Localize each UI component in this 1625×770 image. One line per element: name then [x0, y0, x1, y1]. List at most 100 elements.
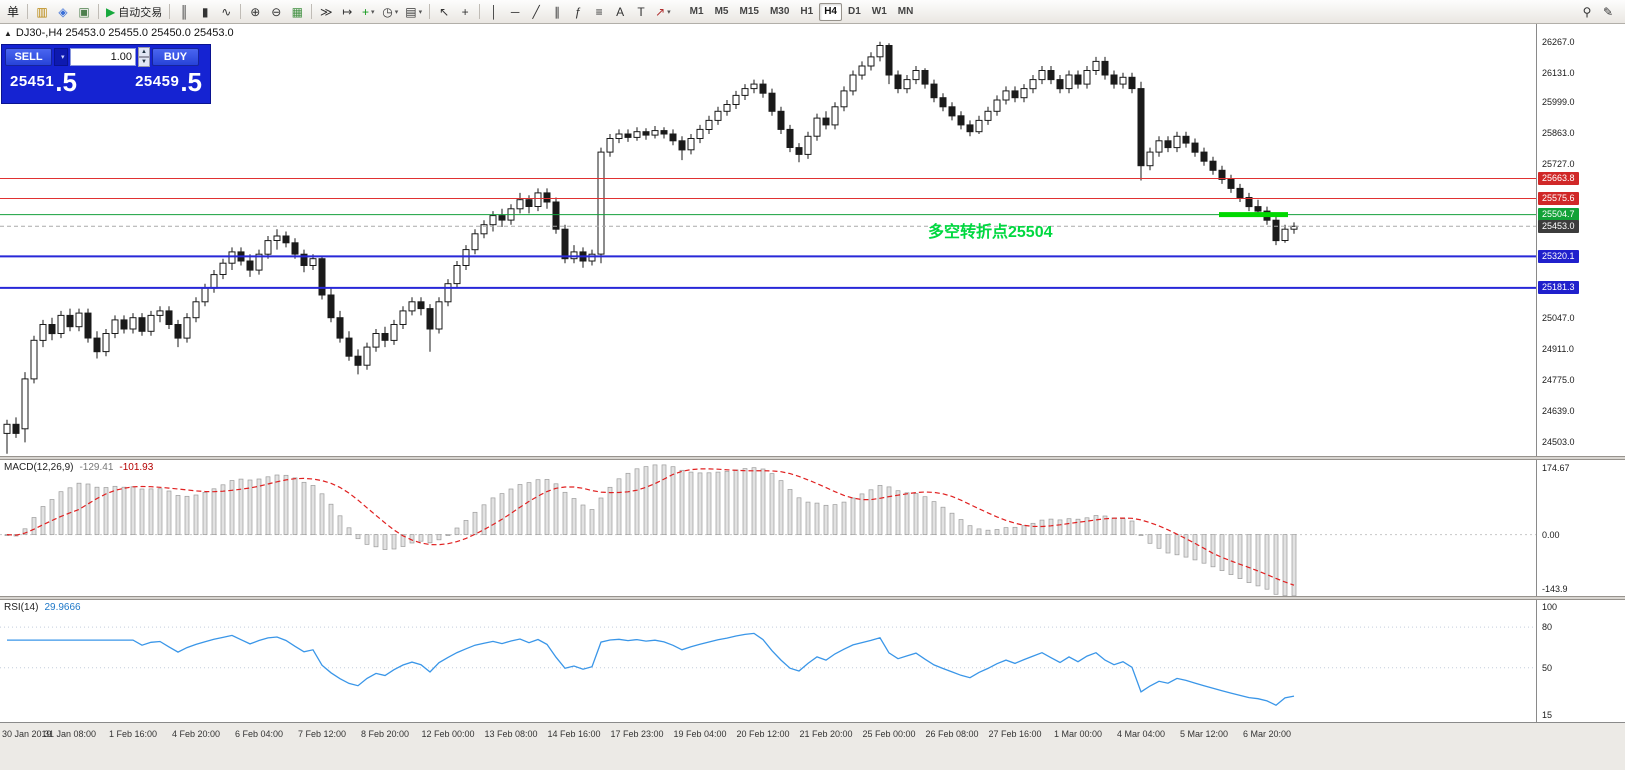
zoom-in-icon[interactable]: ⊕: [245, 2, 265, 22]
timeframe-h1-button[interactable]: H1: [795, 3, 818, 21]
line-chart-glyph: ∿: [221, 4, 232, 19]
auto-scroll-glyph: ≫: [319, 4, 333, 19]
new-order-button[interactable]: 单: [3, 2, 23, 22]
tile-windows-icon[interactable]: ▦: [287, 2, 307, 22]
crosshair-icon[interactable]: +: [455, 2, 475, 22]
edit-icon: ✎: [1602, 4, 1614, 19]
chevron-down-icon: ▾: [418, 8, 423, 16]
text-icon[interactable]: A: [610, 2, 630, 22]
auto-scroll-icon[interactable]: ≫: [316, 2, 336, 22]
macd-main-value: -129.41: [79, 462, 114, 473]
buy-price-main: 25459: [135, 73, 180, 90]
time-tick-label: 7 Feb 12:00: [297, 729, 347, 739]
rsi-chart[interactable]: [0, 600, 1537, 722]
timeframe-w1-button[interactable]: W1: [867, 3, 892, 21]
vertical-line-icon[interactable]: │: [484, 2, 504, 22]
chevron-down-icon: ▾: [667, 8, 671, 16]
autotrading-glyph: ▶: [106, 4, 116, 19]
periods-button[interactable]: ◷ ▾: [379, 2, 401, 22]
time-axis[interactable]: 30 Jan 2019 31 Jan 08:00 1 Feb 16:00 4 Feb …: [0, 722, 1625, 770]
sell-button[interactable]: SELL: [5, 48, 52, 66]
volume-up-icon[interactable]: ▲: [138, 47, 150, 57]
timeframe-m5-button[interactable]: M5: [710, 3, 734, 21]
indicators-button[interactable]: + ▾: [358, 2, 378, 22]
toolbar-separator: [429, 4, 431, 19]
autotrading-button-label: 自动交易: [118, 6, 163, 19]
edit-icon[interactable]: ✎: [1598, 2, 1618, 22]
navigator-icon[interactable]: ◈: [53, 2, 73, 22]
rsi-label: RSI(14) 29.9666: [4, 602, 81, 613]
rsi-axis-label: 100: [1542, 602, 1558, 612]
arrows-button[interactable]: ↗ ▾: [652, 2, 674, 22]
navigator-glyph: ◈: [58, 4, 68, 19]
macd-chart[interactable]: [0, 460, 1537, 597]
volume-input[interactable]: [70, 48, 136, 66]
shapes-icon[interactable]: ≡: [589, 2, 609, 22]
rsi-indicator-pane[interactable]: RSI(14) 29.9666: [0, 600, 1537, 722]
price-tick-label: 24911.0: [1542, 344, 1574, 355]
rsi-value: 29.9666: [44, 602, 81, 613]
line-chart-icon[interactable]: ∿: [216, 2, 236, 22]
macd-indicator-pane[interactable]: MACD(12,26,9) -129.41 -101.93: [0, 460, 1537, 597]
price-line-tag: 25575.6: [1538, 191, 1579, 205]
candlestick-icon[interactable]: ▮: [195, 2, 215, 22]
terminal-icon[interactable]: ▣: [74, 2, 94, 22]
cursor-icon[interactable]: ↖: [434, 2, 454, 22]
sell-options-dropdown[interactable]: ▾: [54, 48, 68, 66]
timeframe-h4-button[interactable]: H4: [819, 2, 842, 21]
sell-price-fraction: .5: [55, 67, 77, 97]
zoom-out-glyph: ⊖: [271, 4, 282, 19]
main-toolbar: 单 ▥ ◈ ▣ ▶ 自动交易 ║ ▮ ∿ ⊕ ⊖ ▦ ≫ ↦ + ▾ ◷ ▾ ▤ ▾ ↖ + │ ─ ╱ ∥ ƒ ≡ A T ↗ ▾ M1 M5…: [0, 0, 1625, 24]
price-tick-label: 25999.0: [1542, 97, 1575, 108]
timeframe-m1-button[interactable]: M1: [685, 3, 709, 21]
timeframe-toolbar: M1 M5 M15 M30 H1 H4 D1 W1 MN: [685, 2, 919, 21]
templates-button[interactable]: ▤ ▾: [402, 2, 425, 22]
toolbar-separator: [479, 4, 481, 19]
pane-divider[interactable]: [0, 456, 1625, 460]
oneclick-collapse-icon[interactable]: ▲: [4, 29, 12, 38]
time-tick-label: 21 Feb 20:00: [799, 729, 853, 739]
timeframe-m15-button[interactable]: M15: [734, 3, 763, 21]
trendline-icon[interactable]: ╱: [526, 2, 546, 22]
label-icon[interactable]: T: [631, 2, 651, 22]
buy-button[interactable]: BUY: [152, 48, 199, 66]
pane-divider[interactable]: [0, 596, 1625, 600]
indicators-glyph: +: [361, 4, 369, 19]
tile-windows-glyph: ▦: [291, 4, 303, 19]
autotrading-button[interactable]: ▶ 自动交易: [103, 2, 165, 22]
market-watch-icon[interactable]: ▥: [32, 2, 52, 22]
bar-chart-icon[interactable]: ║: [174, 2, 194, 22]
macd-signal-value: -101.93: [119, 462, 154, 473]
time-tick-label: 19 Feb 04:00: [673, 729, 727, 739]
timeframe-m30-button[interactable]: M30: [765, 3, 794, 21]
zoom-out-icon[interactable]: ⊖: [266, 2, 286, 22]
fibonacci-glyph: ƒ: [574, 4, 582, 19]
chart-shift-icon[interactable]: ↦: [337, 2, 357, 22]
timeframe-mn-button[interactable]: MN: [893, 3, 919, 21]
volume-down-icon[interactable]: ▼: [138, 57, 150, 67]
label-glyph: T: [637, 4, 645, 19]
market-watch-glyph: ▥: [36, 4, 48, 19]
horizontal-line-icon[interactable]: ─: [505, 2, 525, 22]
buy-price-fraction: .5: [180, 67, 202, 97]
price-axis[interactable]: 26267.0 26131.0 25999.0 25863.0 25727.0 25047…: [1536, 24, 1625, 722]
fibonacci-icon[interactable]: ƒ: [568, 2, 588, 22]
one-click-trading-panel: SELL ▾ ▲ ▼ BUY 25451 .5 25459 .5: [1, 44, 211, 104]
terminal-glyph: ▣: [78, 4, 90, 19]
candlestick-chart[interactable]: [0, 24, 1537, 456]
search-icon[interactable]: ⚲: [1577, 2, 1597, 22]
horizontal-line-glyph: ─: [510, 4, 520, 19]
pivot-annotation-text: 多空转折点25504: [928, 224, 1053, 241]
channel-icon[interactable]: ∥: [547, 2, 567, 22]
toolbar-left-group: 单 ▥ ◈ ▣ ▶ 自动交易 ║ ▮ ∿ ⊕ ⊖ ▦ ≫ ↦ + ▾ ◷ ▾ ▤ ▾ ↖ + │ ─ ╱ ∥ ƒ ≡ A T ↗ ▾: [3, 2, 674, 22]
time-tick-label: 31 Jan 08:00: [43, 729, 97, 739]
chart-symbol-period: DJ30-,H4: [15, 27, 63, 39]
chart-title: ▲ DJ30-,H4 25453.0 25455.0 25450.0 25453.…: [4, 27, 234, 39]
price-tick-label: 26267.0: [1542, 36, 1575, 47]
macd-axis-label: 174.67: [1542, 463, 1570, 473]
timeframe-d1-button[interactable]: D1: [843, 3, 866, 21]
crosshair-glyph: +: [461, 4, 469, 19]
price-chart-pane[interactable]: ▲ DJ30-,H4 25453.0 25455.0 25450.0 25453.…: [0, 24, 1537, 456]
time-tick-label: 14 Feb 16:00: [547, 729, 601, 739]
volume-stepper[interactable]: ▲ ▼: [138, 47, 150, 67]
